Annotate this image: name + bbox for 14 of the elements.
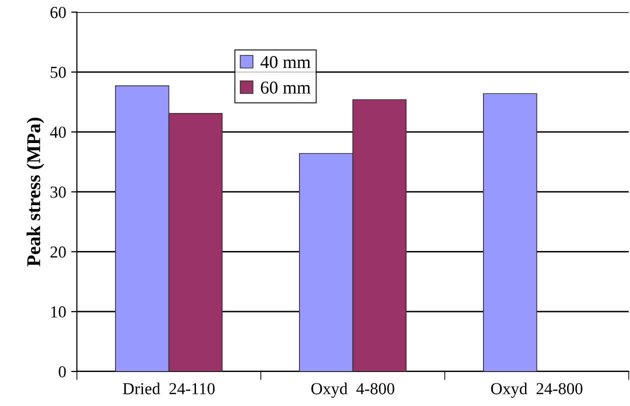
y-tick-label: 40 — [50, 126, 66, 138]
y-axis-title: Peak stress (MPa) — [26, 118, 44, 266]
x-tick-label: Oxyd 24-800 — [491, 382, 582, 398]
y-tick-label: 30 — [50, 186, 66, 198]
y-tick-label: 0 — [58, 366, 66, 378]
legend-label: 40 mm — [260, 56, 311, 68]
legend-label: 60 mm — [260, 82, 311, 94]
y-tick-label: 60 — [50, 6, 66, 18]
y-tick-label: 10 — [51, 306, 66, 318]
x-tick-label: Dried 24-110 — [122, 382, 215, 394]
x-tick-label: Oxyd 4-800 — [311, 382, 394, 398]
bar — [482, 93, 538, 372]
y-tick-label: 50 — [50, 66, 66, 78]
y-tick-label: 20 — [50, 246, 66, 258]
